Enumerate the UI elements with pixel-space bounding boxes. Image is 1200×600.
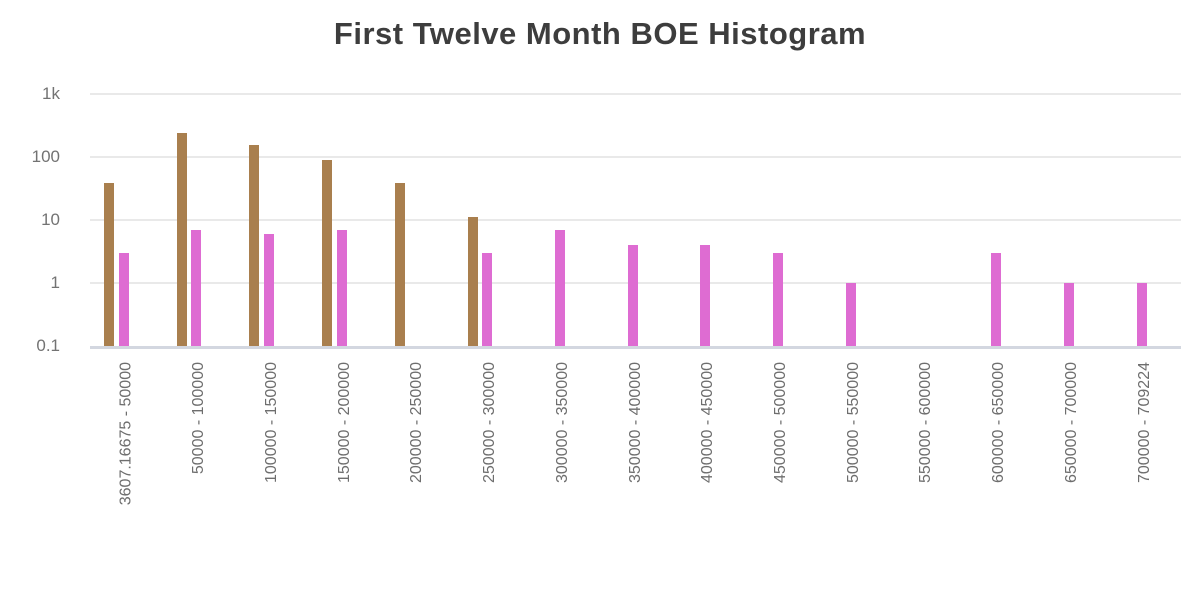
x-axis-baseline <box>90 346 1181 349</box>
bar-series-2-pink-cat2[interactable] <box>263 233 274 346</box>
bar-series-1-brown-cat0[interactable] <box>104 183 114 346</box>
x-tick-label: 550000 - 600000 <box>917 362 935 483</box>
bar-series-1-brown-cat1[interactable] <box>176 133 187 346</box>
bar-series-2-pink-cat13[interactable] <box>1064 283 1075 346</box>
bar-series-2-pink-cat3[interactable] <box>336 229 347 346</box>
chart-title: First Twelve Month BOE Histogram <box>333 16 867 51</box>
bar-series-1-brown-cat2[interactable] <box>249 145 260 346</box>
x-tick-label: 600000 - 650000 <box>990 362 1008 483</box>
bar-series-2-pink-cat5[interactable] <box>482 252 493 346</box>
y-tick-label: 1 <box>50 273 60 292</box>
x-tick-label: 100000 - 150000 <box>262 362 280 483</box>
x-tick-label: 450000 - 500000 <box>771 362 789 483</box>
bar-series-1-brown-cat4[interactable] <box>394 183 405 346</box>
x-tick-label: 300000 - 350000 <box>553 362 571 483</box>
bar-series-1-brown-cat5[interactable] <box>467 217 478 346</box>
x-tick-label: 200000 - 250000 <box>408 362 426 483</box>
bar-series-2-pink-cat1[interactable] <box>191 229 202 346</box>
y-tick-label: 1k <box>42 84 60 103</box>
x-tick-label: 650000 - 700000 <box>1062 362 1080 483</box>
x-tick-label: 700000 - 709224 <box>1135 362 1153 483</box>
x-tick-label: 500000 - 550000 <box>844 362 862 483</box>
bar-series-2-pink-cat9[interactable] <box>773 252 784 346</box>
y-tick-label: 10 <box>41 210 60 229</box>
bar-series-2-pink-cat12[interactable] <box>991 252 1002 346</box>
bar-series-2-pink-cat14[interactable] <box>1136 283 1147 346</box>
bar-series-2-pink-cat6[interactable] <box>554 229 565 346</box>
bar-series-2-pink-cat0[interactable] <box>118 252 129 346</box>
x-tick-label: 250000 - 300000 <box>481 362 499 483</box>
bar-series-2-pink-cat8[interactable] <box>700 245 711 346</box>
gridline <box>90 219 1181 221</box>
bar-series-1-brown-cat3[interactable] <box>322 159 333 346</box>
x-tick-label: 350000 - 400000 <box>626 362 644 483</box>
y-tick-label: 100 <box>31 147 60 166</box>
gridline <box>90 156 1181 158</box>
bar-series-2-pink-cat10[interactable] <box>845 283 856 346</box>
y-tick-label: 0.1 <box>36 336 60 355</box>
gridline <box>90 93 1181 95</box>
x-tick-label: 3607.16675 - 50000 <box>117 362 135 506</box>
x-tick-label: 50000 - 100000 <box>190 362 208 475</box>
x-tick-label: 400000 - 450000 <box>699 362 717 483</box>
bar-series-2-pink-cat7[interactable] <box>627 245 638 346</box>
x-tick-label: 150000 - 200000 <box>335 362 353 483</box>
